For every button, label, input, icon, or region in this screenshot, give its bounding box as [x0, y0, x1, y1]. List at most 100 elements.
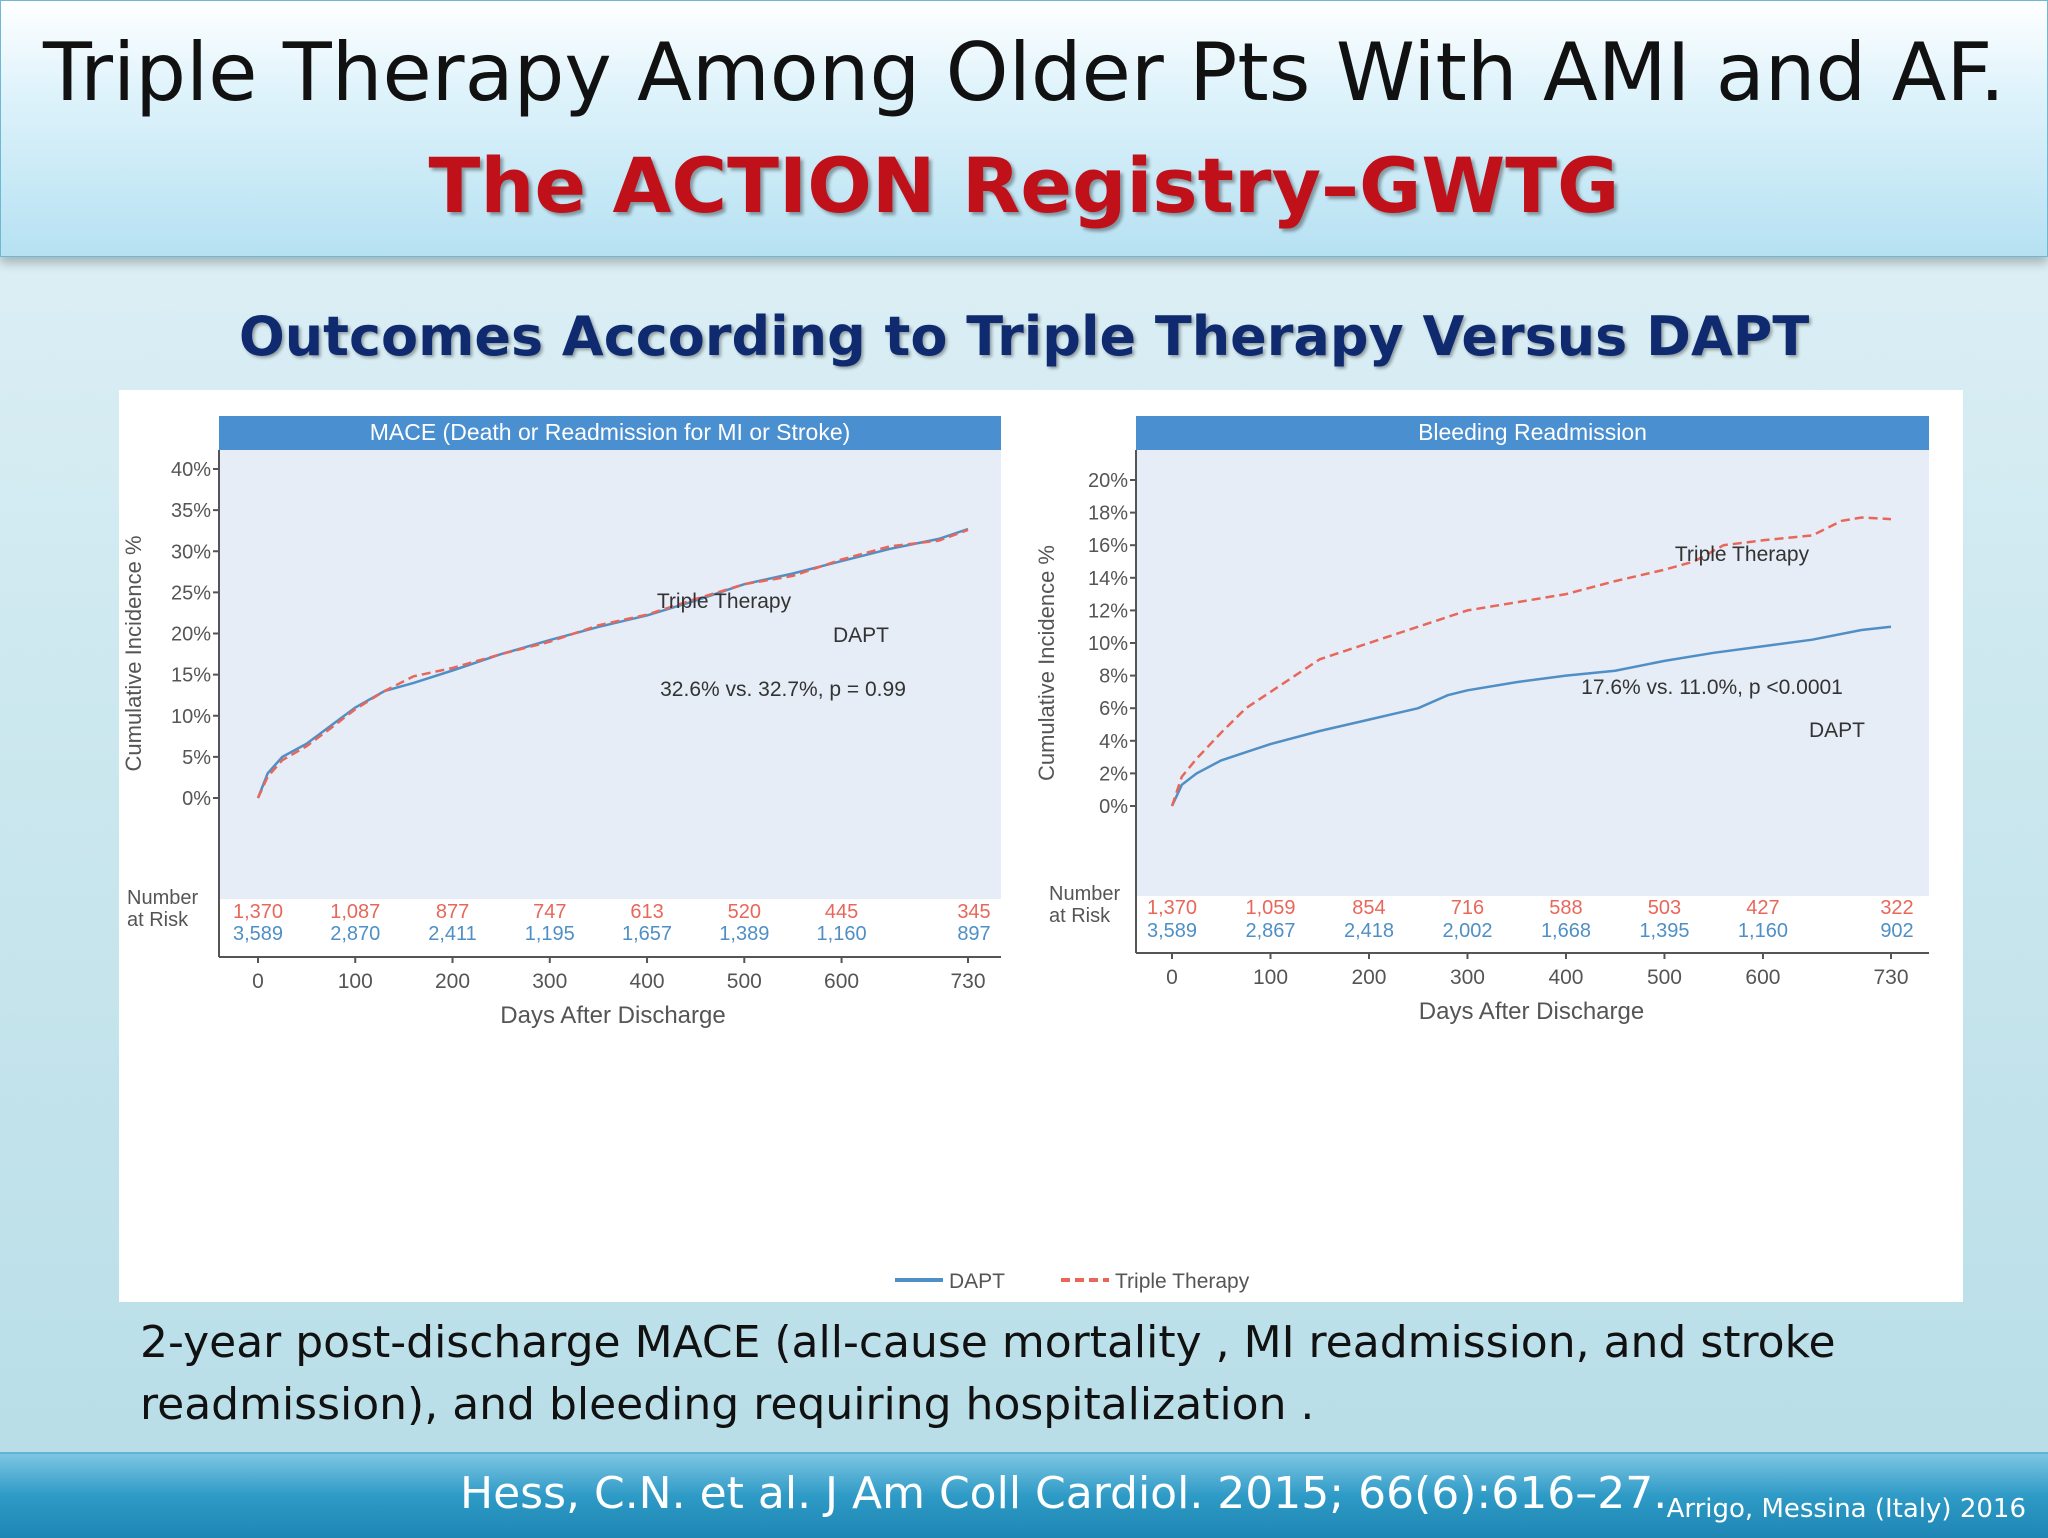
at-risk-dapt-value: 2,411 [428, 923, 477, 945]
slide-subtitle: Outcomes According to Triple Therapy Ver… [238, 305, 1810, 368]
significance-annotation: 32.6% vs. 32.7%, p = 0.99 [660, 678, 906, 701]
x-axis-label: Days After Discharge [500, 1002, 725, 1029]
at-risk-triple-value: 345 [957, 901, 990, 923]
x-tick-label: 200 [435, 970, 470, 993]
at-risk-triple-value: 427 [1746, 897, 1779, 919]
series-line-dapt [1170, 625, 1892, 807]
x-tick-label: 600 [1745, 966, 1780, 989]
at-risk-triple-value: 1,059 [1245, 897, 1295, 919]
at-risk-dapt-value: 897 [957, 923, 990, 945]
at-risk-triple-value: 1,370 [233, 901, 283, 923]
x-tick-label: 730 [950, 970, 985, 993]
legend: DAPT Triple Therapy [895, 1270, 1250, 1293]
panel-title-bar [219, 416, 1001, 450]
y-tick-label: 5% [182, 747, 211, 769]
y-axis-label: Cumulative Incidence % [1034, 545, 1059, 781]
at-risk-triple-value: 503 [1648, 897, 1681, 919]
kaplan-meier-figure: MACE (Death or Readmission for MI or Str… [119, 390, 1963, 1302]
y-tick-label: 12% [1088, 600, 1128, 622]
slide-footer: Hess, C.N. et al. J Am Coll Cardiol. 201… [0, 1452, 2048, 1538]
x-tick-label: 100 [338, 970, 373, 993]
caption-line-2: readmission), and bleeding requiring hos… [140, 1379, 1315, 1430]
y-tick-label: 16% [1088, 535, 1128, 557]
at-risk-dapt-value: 2,418 [1344, 920, 1394, 942]
y-tick-label: 4% [1099, 731, 1128, 753]
at-risk-dapt-value: 3,589 [233, 923, 283, 945]
at-risk-dapt-value: 1,160 [817, 923, 867, 945]
chart-panel-1: MACE (Death or Readmission for MI or Str… [121, 416, 1001, 1029]
y-tick-label: 20% [171, 624, 211, 646]
y-tick-label: 40% [171, 459, 211, 481]
significance-annotation: 17.6% vs. 11.0%, p <0.0001 [1581, 676, 1843, 699]
y-tick-label: 0% [182, 788, 211, 810]
x-tick-label: 0 [252, 970, 264, 993]
at-risk-triple-value: 613 [630, 901, 663, 923]
figure-svg: MACE (Death or Readmission for MI or Str… [121, 416, 1929, 1293]
at-risk-triple-value: 445 [825, 901, 858, 923]
at-risk-triple-value: 1,087 [330, 901, 380, 923]
at-risk-dapt-value: 1,395 [1639, 920, 1689, 942]
y-tick-label: 18% [1088, 503, 1128, 525]
y-tick-label: 8% [1099, 666, 1128, 688]
number-at-risk-label: at Risk [127, 909, 189, 931]
y-tick-label: 6% [1099, 698, 1128, 720]
panel-title-bar [1136, 416, 1929, 450]
panel-title: Bleeding Readmission [1418, 419, 1647, 445]
y-axis-label: Cumulative Incidence % [121, 535, 146, 771]
x-tick-label: 600 [824, 970, 859, 993]
x-tick-label: 500 [727, 970, 762, 993]
at-risk-dapt-value: 1,160 [1738, 920, 1788, 942]
at-risk-triple-value: 588 [1549, 897, 1582, 919]
at-risk-dapt-value: 3,589 [1147, 920, 1197, 942]
x-tick-label: 730 [1873, 966, 1908, 989]
series-line-triple-therapy [256, 528, 969, 799]
at-risk-dapt-value: 2,867 [1245, 920, 1295, 942]
at-risk-triple-value: 747 [533, 901, 566, 923]
x-tick-label: 400 [1548, 966, 1583, 989]
y-tick-label: 30% [171, 541, 211, 563]
series-label-dapt: DAPT [833, 624, 889, 647]
at-risk-dapt-value: 1,668 [1541, 920, 1591, 942]
credit: Arrigo, Messina (Italy) 2016 [1666, 1494, 2026, 1524]
at-risk-dapt-value: 1,195 [525, 923, 575, 945]
y-tick-label: 20% [1088, 470, 1128, 492]
figure-caption: 2-year post-discharge MACE (all-cause mo… [140, 1312, 1960, 1436]
caption-line-1: 2-year post-discharge MACE (all-cause mo… [140, 1317, 1836, 1368]
chart-panel-2: Bleeding Readmission 0% 2% 4% 6% 8% 10% 12% 14% 1… [1034, 416, 1929, 1025]
x-tick-label: 200 [1351, 966, 1386, 989]
series-label-triple-therapy: Triple Therapy [657, 590, 792, 613]
at-risk-dapt-value: 1,657 [622, 923, 672, 945]
at-risk-dapt-value: 902 [1880, 920, 1913, 942]
x-tick-label: 300 [532, 970, 567, 993]
slide-title-registry: The ACTION Registry–GWTG [428, 141, 1620, 230]
number-at-risk-label: Number [1049, 883, 1120, 905]
panel-title: MACE (Death or Readmission for MI or Str… [370, 419, 851, 445]
series-line-triple-therapy [1170, 516, 1892, 807]
y-tick-label: 14% [1088, 568, 1128, 590]
number-at-risk-label: Number [127, 887, 198, 909]
at-risk-triple-value: 520 [728, 901, 761, 923]
at-risk-triple-value: 322 [1880, 897, 1913, 919]
at-risk-dapt-value: 2,870 [330, 923, 380, 945]
number-at-risk-label: at Risk [1049, 905, 1111, 927]
x-tick-label: 100 [1253, 966, 1288, 989]
at-risk-triple-value: 854 [1352, 897, 1385, 919]
x-tick-label: 400 [630, 970, 665, 993]
y-tick-label: 2% [1099, 763, 1128, 785]
slide-header: Triple Therapy Among Older Pts With AMI … [0, 0, 2048, 257]
at-risk-dapt-value: 1,389 [719, 923, 769, 945]
x-tick-label: 300 [1450, 966, 1485, 989]
y-tick-label: 10% [1088, 633, 1128, 655]
at-risk-triple-value: 877 [436, 901, 469, 923]
at-risk-dapt-value: 2,002 [1442, 920, 1492, 942]
plot-area [1136, 450, 1929, 896]
at-risk-triple-value: 716 [1451, 897, 1484, 919]
y-tick-label: 10% [171, 706, 211, 728]
y-tick-label: 35% [171, 500, 211, 522]
series-label-triple-therapy: Triple Therapy [1675, 543, 1810, 566]
plot-area [219, 450, 1001, 899]
slide-title: Triple Therapy Among Older Pts With AMI … [43, 26, 2005, 119]
y-tick-label: 25% [171, 582, 211, 604]
at-risk-triple-value: 1,370 [1147, 897, 1197, 919]
x-tick-label: 0 [1166, 966, 1178, 989]
